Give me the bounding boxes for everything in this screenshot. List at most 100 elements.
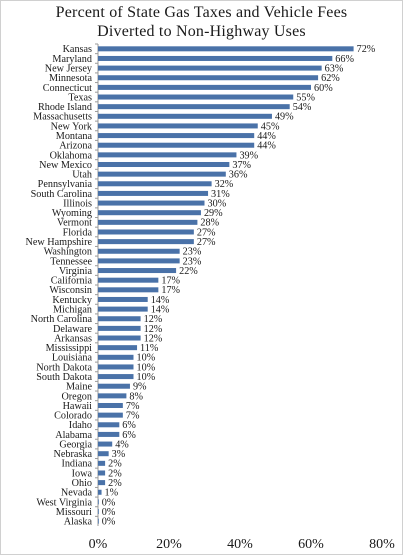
x-tick-label: 40% xyxy=(227,537,253,552)
bar xyxy=(98,374,134,380)
bar xyxy=(98,287,159,293)
category-label: North Dakota xyxy=(36,362,92,373)
chart-title-line-2: Diverted to Non-Highway Uses xyxy=(97,23,306,40)
category-label: Washington xyxy=(44,247,92,258)
value-label: 12% xyxy=(144,333,163,344)
bar xyxy=(98,94,294,100)
value-label: 6% xyxy=(122,430,136,441)
value-label: 36% xyxy=(229,170,248,181)
value-label: 66% xyxy=(335,54,354,65)
chart-title: Percent of State Gas Taxes and Vehicle F… xyxy=(0,3,403,41)
x-tick-label: 0% xyxy=(89,537,108,552)
category-label: Texas xyxy=(68,92,92,103)
bar xyxy=(98,364,134,370)
bar xyxy=(98,84,311,90)
value-label: 4% xyxy=(115,439,129,450)
x-tick-label: 80% xyxy=(369,537,395,552)
bar xyxy=(98,113,272,119)
value-label: 28% xyxy=(200,218,219,229)
value-label: 44% xyxy=(257,141,276,152)
bar xyxy=(98,277,159,283)
category-label: Vermont xyxy=(57,218,92,229)
category-label: Florida xyxy=(63,227,93,238)
category-label: Arizona xyxy=(59,141,92,152)
value-label: 14% xyxy=(151,305,170,316)
bar xyxy=(98,335,141,341)
category-label: Massachusetts xyxy=(33,112,92,123)
value-label: 10% xyxy=(137,362,156,373)
bar xyxy=(98,509,99,515)
bar xyxy=(98,306,148,312)
bar xyxy=(98,325,141,331)
category-label: Mississippi xyxy=(46,343,93,354)
value-label: 30% xyxy=(208,198,227,209)
bar xyxy=(98,171,226,177)
bar xyxy=(98,210,201,216)
category-label: Connecticut xyxy=(43,83,92,94)
category-label: South Dakota xyxy=(36,372,92,383)
category-label: Nevada xyxy=(61,488,93,499)
bar xyxy=(98,258,180,264)
category-label: Utah xyxy=(72,170,92,181)
bar xyxy=(98,123,258,129)
value-label: 12% xyxy=(144,324,163,335)
value-label: 12% xyxy=(144,314,163,325)
value-label: 1% xyxy=(105,488,119,499)
category-label: West Virginia xyxy=(36,497,92,508)
category-label: Missouri xyxy=(56,507,92,518)
value-label: 37% xyxy=(232,160,251,171)
value-label: 23% xyxy=(183,256,202,267)
value-label: 32% xyxy=(215,179,234,190)
value-label: 3% xyxy=(112,449,126,460)
value-label: 27% xyxy=(197,227,216,238)
category-label: New Mexico xyxy=(39,160,92,171)
bar xyxy=(98,248,180,254)
category-label: Louisiana xyxy=(52,353,93,364)
value-label: 60% xyxy=(314,83,333,94)
category-label: Maine xyxy=(66,382,93,393)
value-label: 0% xyxy=(102,517,116,528)
category-label: Nebraska xyxy=(54,449,93,460)
category-label: Wyoming xyxy=(52,208,92,219)
value-label: 8% xyxy=(129,391,143,402)
bar xyxy=(98,104,290,110)
bar xyxy=(98,383,130,389)
category-label: Iowa xyxy=(72,468,93,479)
value-label: 44% xyxy=(257,131,276,142)
value-label: 7% xyxy=(126,411,140,422)
category-label: Delaware xyxy=(53,324,93,335)
category-label: Alaska xyxy=(64,517,93,528)
category-label: Tennessee xyxy=(50,256,92,267)
value-label: 9% xyxy=(133,382,147,393)
value-label: 6% xyxy=(122,420,136,431)
category-label: Kentucky xyxy=(52,295,93,306)
value-label: 72% xyxy=(357,44,376,55)
bar xyxy=(98,451,109,457)
bar xyxy=(98,480,106,486)
bar xyxy=(98,441,113,447)
bar xyxy=(98,470,106,476)
value-label: 27% xyxy=(197,237,216,248)
category-label: Oregon xyxy=(61,391,92,402)
value-label: 0% xyxy=(102,507,116,518)
bar xyxy=(98,393,127,399)
value-label: 49% xyxy=(275,112,294,123)
bar xyxy=(98,354,134,360)
bar xyxy=(98,46,354,52)
category-label: Virginia xyxy=(59,266,93,277)
category-label: Georgia xyxy=(59,439,92,450)
value-label: 22% xyxy=(179,266,198,277)
category-label: Rhode Island xyxy=(38,102,92,113)
category-label: Colorado xyxy=(54,411,92,422)
value-label: 29% xyxy=(204,208,223,219)
value-label: 10% xyxy=(137,353,156,364)
x-tick-label: 60% xyxy=(298,537,324,552)
bar xyxy=(98,460,106,466)
value-label: 2% xyxy=(108,468,122,479)
bar xyxy=(98,152,237,158)
category-label: California xyxy=(51,276,93,287)
category-label: Oklahoma xyxy=(50,150,93,161)
bar xyxy=(98,181,212,187)
value-label: 45% xyxy=(261,121,280,132)
category-label: Wisconsin xyxy=(49,285,92,296)
